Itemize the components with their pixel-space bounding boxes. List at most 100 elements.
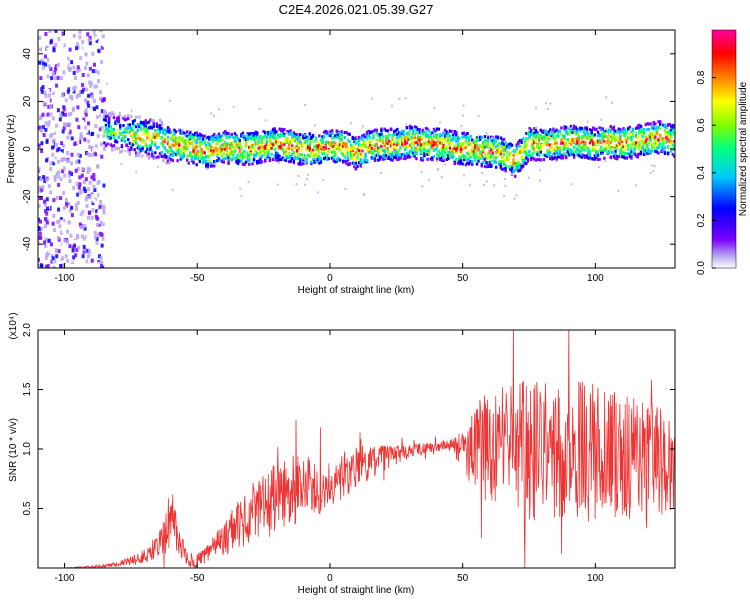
spectrogram-cell: [233, 139, 237, 143]
spectrogram-noise-cell: [75, 148, 79, 153]
spectrogram-cell: [580, 155, 584, 159]
spectrogram-cell: [458, 159, 461, 163]
spectrogram-speck: [544, 102, 547, 105]
spectrogram-cell: [636, 144, 640, 148]
spectrogram-cell: [633, 152, 636, 156]
spectrogram-noise-cell: [66, 135, 70, 140]
spectrogram-cell: [609, 140, 612, 144]
spectrogram-cell: [216, 152, 219, 156]
spectrogram-cell: [152, 121, 155, 125]
spectrogram-speck: [138, 153, 141, 156]
spectrogram-speck: [421, 185, 424, 188]
spectrogram-cell: [673, 132, 675, 136]
spectrogram-cell: [351, 147, 354, 151]
spectrogram-noise-cell: [38, 47, 42, 52]
spectrogram-cell: [197, 150, 200, 154]
spectrogram-cell: [144, 139, 147, 143]
spectrogram-cell: [130, 128, 133, 132]
spectrogram-speck: [504, 184, 507, 187]
spectrogram-noise-cell: [75, 192, 79, 197]
spectrogram-cell: [214, 143, 218, 147]
spectrogram-cell: [233, 132, 237, 136]
spectrogram-noise-cell: [60, 149, 64, 154]
spectrogram-cell: [544, 131, 547, 135]
spectrogram-cell: [483, 138, 487, 142]
spectrogram-cell: [316, 147, 319, 151]
spectrogram-cell: [480, 135, 483, 139]
spectrogram-cell: [254, 130, 257, 134]
spectrogram-cell: [311, 153, 315, 157]
spectrogram-cell: [380, 129, 383, 133]
spectrogram-noise-cell: [72, 65, 76, 70]
spectrogram-cell: [502, 144, 506, 148]
spectrogram-cell: [166, 129, 170, 133]
spectrogram-cell: [275, 151, 278, 155]
spectrogram-cell: [644, 144, 648, 148]
spectrogram-cell: [200, 133, 203, 137]
spectrogram-cell: [335, 135, 339, 139]
spectrogram-cell: [160, 135, 163, 139]
spectrogram-cell: [541, 143, 544, 147]
spectrogram-cell: [572, 145, 576, 149]
spectrogram-noise-cell: [44, 32, 48, 37]
spectrogram-cell: [127, 114, 130, 118]
spectrogram-cell: [158, 123, 162, 127]
spectrogram-cell: [510, 166, 514, 170]
spectrogram-cell: [638, 126, 641, 130]
spectrogram-cell: [529, 158, 533, 162]
spectrogram-cell: [364, 135, 367, 139]
spectrogram-cell: [514, 159, 517, 163]
spectrogram-cell: [109, 136, 112, 140]
spectrogram-cell: [615, 136, 619, 140]
spectrogram-cell: [603, 146, 606, 150]
spectrogram-cell: [545, 149, 549, 153]
spectrogram-cell: [453, 137, 456, 141]
spectrogram-cell: [337, 133, 340, 137]
spectrogram-speck: [462, 114, 465, 117]
spectrogram-cell: [279, 129, 283, 133]
spectrogram-speck: [138, 155, 141, 158]
spectrogram-cell: [405, 141, 409, 145]
spectrogram-cell: [611, 148, 614, 152]
spectrogram-noise-cell: [102, 133, 106, 138]
spectrogram-cell: [402, 144, 405, 148]
spectrogram-cell: [373, 159, 377, 163]
spectrogram-cell: [572, 127, 576, 131]
spectrogram-noise-cell: [38, 185, 41, 190]
spectrogram-cell: [314, 152, 318, 156]
spectrogram-cell: [545, 140, 549, 144]
spectrogram-cell: [440, 133, 444, 137]
spectrogram-noise-cell: [45, 252, 49, 257]
spectrogram-cell: [593, 148, 597, 152]
spectrogram-cell: [372, 157, 375, 161]
spectrogram-cell: [267, 153, 270, 157]
spectrogram-speck: [305, 178, 308, 181]
spectrogram-cell: [165, 155, 168, 159]
spectrogram-cell: [170, 147, 173, 151]
spectrogram-cell: [230, 142, 233, 146]
spectrogram-noise-cell: [62, 264, 66, 268]
spectrogram-cell: [607, 149, 611, 153]
spectrogram-cell: [491, 139, 495, 143]
spectrogram-cell: [179, 131, 182, 135]
spectrogram-cell: [639, 150, 643, 154]
spectrogram-cell: [477, 153, 480, 157]
spectrogram-cell: [474, 146, 477, 150]
spectrogram-noise-cell: [82, 180, 86, 185]
spectrogram-cell: [633, 141, 636, 145]
spectrogram-speck: [405, 123, 408, 126]
spectrogram-cell: [539, 142, 542, 146]
spectrogram-cell: [424, 126, 428, 130]
spectrogram-noise-cell: [40, 30, 44, 34]
spectrogram-cell: [343, 143, 347, 147]
spectrogram-speck: [586, 120, 589, 123]
spectrogram-cell: [391, 144, 394, 148]
spectrogram-cell: [117, 115, 120, 119]
spectrogram-speck: [258, 107, 261, 110]
spectrogram-cell: [263, 144, 267, 148]
spectrogram-cell: [259, 145, 262, 149]
spectrogram-cell: [173, 144, 176, 148]
spectrogram-cell: [622, 145, 625, 149]
spectrogram-noise-cell: [75, 159, 79, 164]
spectrogram-cell: [518, 139, 522, 143]
